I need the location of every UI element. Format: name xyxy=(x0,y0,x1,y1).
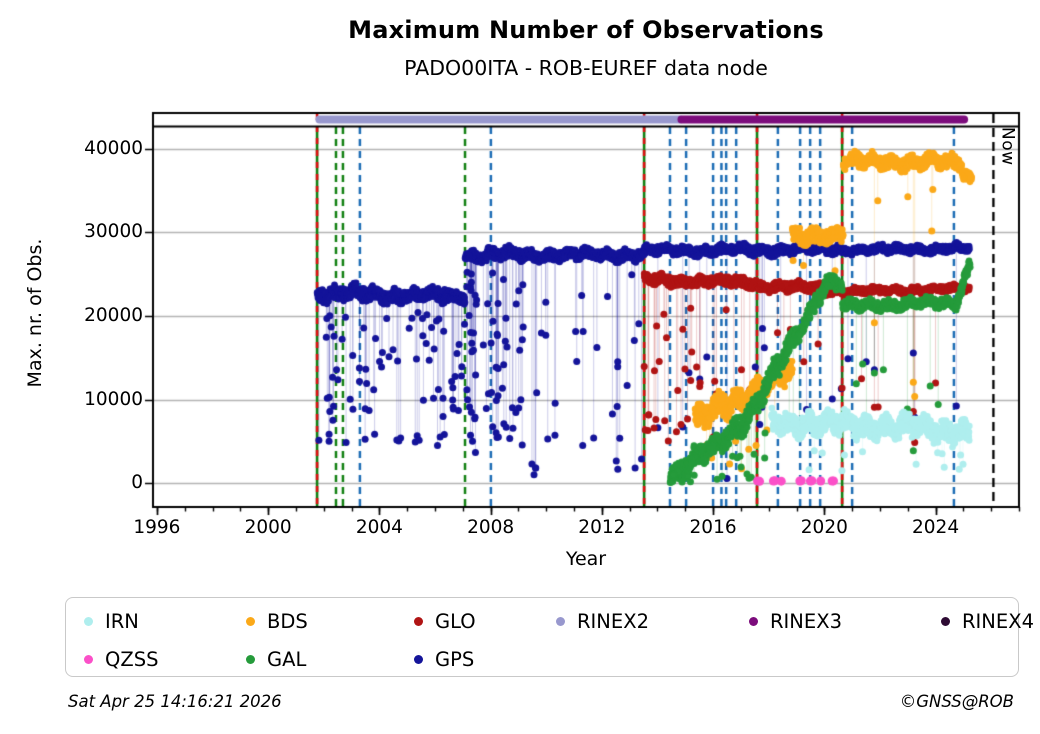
footer-timestamp: Sat Apr 25 14:16:21 2026 xyxy=(68,692,282,711)
legend-item-label: RINEX2 xyxy=(577,609,649,633)
legend-item-bds: BDS xyxy=(246,606,308,636)
legend-item-gal: GAL xyxy=(246,644,306,674)
x-tick-label: 2000 xyxy=(244,517,292,538)
legend-item-glo: GLO xyxy=(414,606,476,636)
legend: IRN BDS GLO RINEX2 RINEX3 RINEX4 QZSS GAL GPS xyxy=(65,597,1034,677)
legend-item-rinex3: RINEX3 xyxy=(749,606,842,636)
x-tick-label: 2004 xyxy=(355,517,403,538)
x-tick-label: 2012 xyxy=(578,517,626,538)
legend-item-label: GPS xyxy=(435,647,475,671)
y-tick-label: 40000 xyxy=(84,137,143,159)
legend-item-label: BDS xyxy=(267,609,308,633)
x-axis-label: Year xyxy=(565,548,607,570)
legend-item-irn: IRN xyxy=(84,606,139,636)
legend-dot-gal xyxy=(246,654,255,664)
legend-dot-qzss xyxy=(84,654,93,664)
x-tick-label: 2008 xyxy=(467,517,515,538)
x-tick-label: 1996 xyxy=(133,517,181,538)
legend-dot-glo xyxy=(414,616,423,626)
legend-item-label: IRN xyxy=(105,609,139,633)
legend-item-label: GLO xyxy=(435,609,476,633)
footer-credit: ©GNSS@ROB xyxy=(899,692,1014,711)
legend-item-label: QZSS xyxy=(105,647,159,671)
x-tick-label: 2020 xyxy=(800,517,848,538)
legend-dot-gps xyxy=(414,654,423,664)
now-annotation: Now xyxy=(997,127,1018,166)
y-tick-label: 20000 xyxy=(84,305,143,327)
legend-dot-rinex4 xyxy=(941,616,950,626)
x-tick-label: 2016 xyxy=(689,517,737,538)
legend-item-qzss: QZSS xyxy=(84,644,158,674)
legend-dot-bds xyxy=(246,616,255,626)
legend-dot-irn xyxy=(84,616,93,626)
legend-item-rinex2: RINEX2 xyxy=(556,606,649,636)
legend-item-gps: GPS xyxy=(414,644,474,674)
legend-dot-rinex3 xyxy=(749,616,758,626)
chart-subtitle: PADO00ITA - ROB-EUREF data node xyxy=(404,56,768,80)
legend-item-label: RINEX4 xyxy=(962,609,1034,633)
y-tick-label: 10000 xyxy=(84,388,143,410)
y-axis-label: Max. nr. of Obs. xyxy=(24,238,46,388)
legend-item-label: RINEX3 xyxy=(770,609,842,633)
legend-dot-rinex2 xyxy=(556,616,565,626)
chart-title: Maximum Number of Observations xyxy=(348,16,824,44)
legend-item-rinex4: RINEX4 xyxy=(941,606,1034,636)
y-tick-label: 0 xyxy=(131,472,143,494)
legend-item-label: GAL xyxy=(267,647,307,671)
x-tick-label: 2024 xyxy=(912,517,960,538)
y-tick-label: 30000 xyxy=(84,221,143,243)
